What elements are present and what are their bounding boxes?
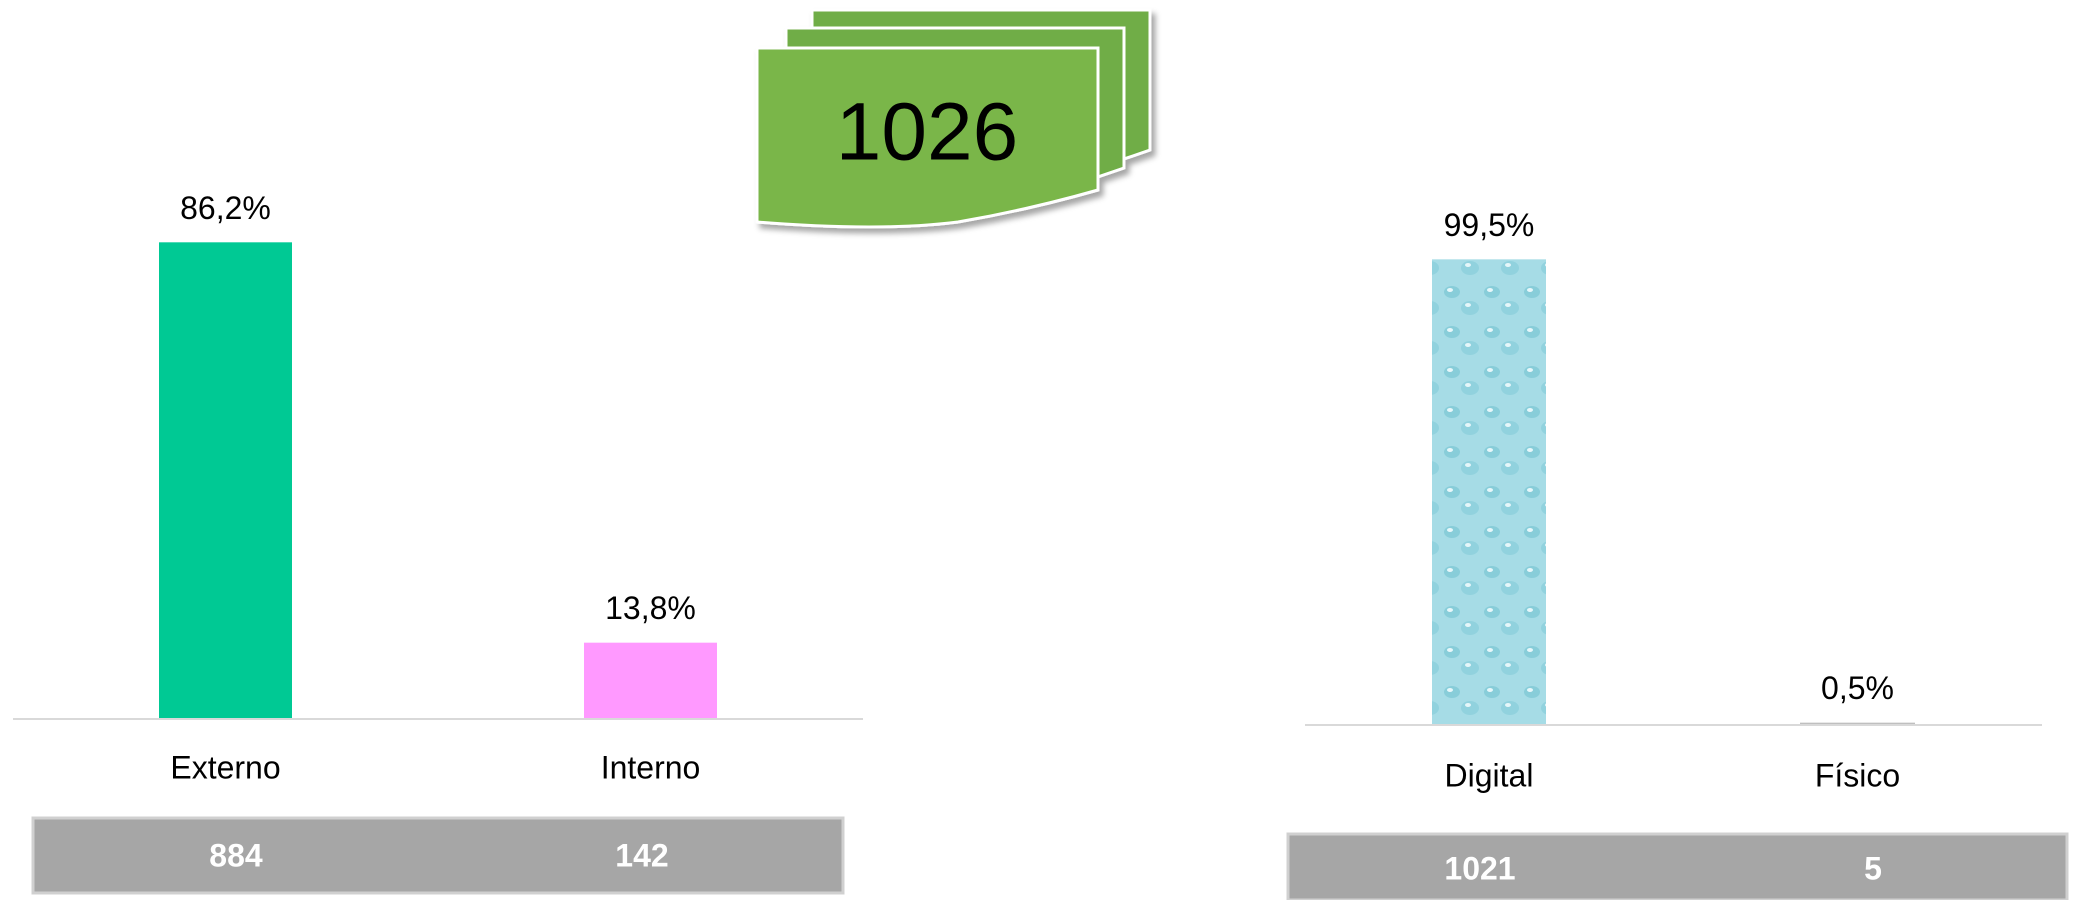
value-label: 99,5% (1444, 207, 1535, 243)
count: 1021 (1444, 850, 1515, 886)
total-value: 1026 (836, 87, 1018, 178)
category-label: Físico (1815, 757, 1900, 793)
count: 142 (615, 837, 668, 873)
page: 1026 86,2% Externo 884 13,8% Interno 142 99,5%… (0, 0, 2075, 900)
bar (584, 643, 717, 719)
value-label: 86,2% (180, 190, 271, 226)
value-label: 0,5% (1821, 670, 1894, 706)
category-label: Digital (1445, 757, 1534, 793)
count-table (33, 818, 843, 893)
category-label: Externo (170, 749, 280, 785)
count: 5 (1864, 850, 1882, 886)
bar (1432, 259, 1546, 725)
count: 884 (209, 837, 263, 873)
category-label: Interno (601, 749, 701, 785)
value-label: 13,8% (605, 590, 696, 626)
bar (159, 242, 292, 719)
count-table (1288, 834, 2067, 900)
